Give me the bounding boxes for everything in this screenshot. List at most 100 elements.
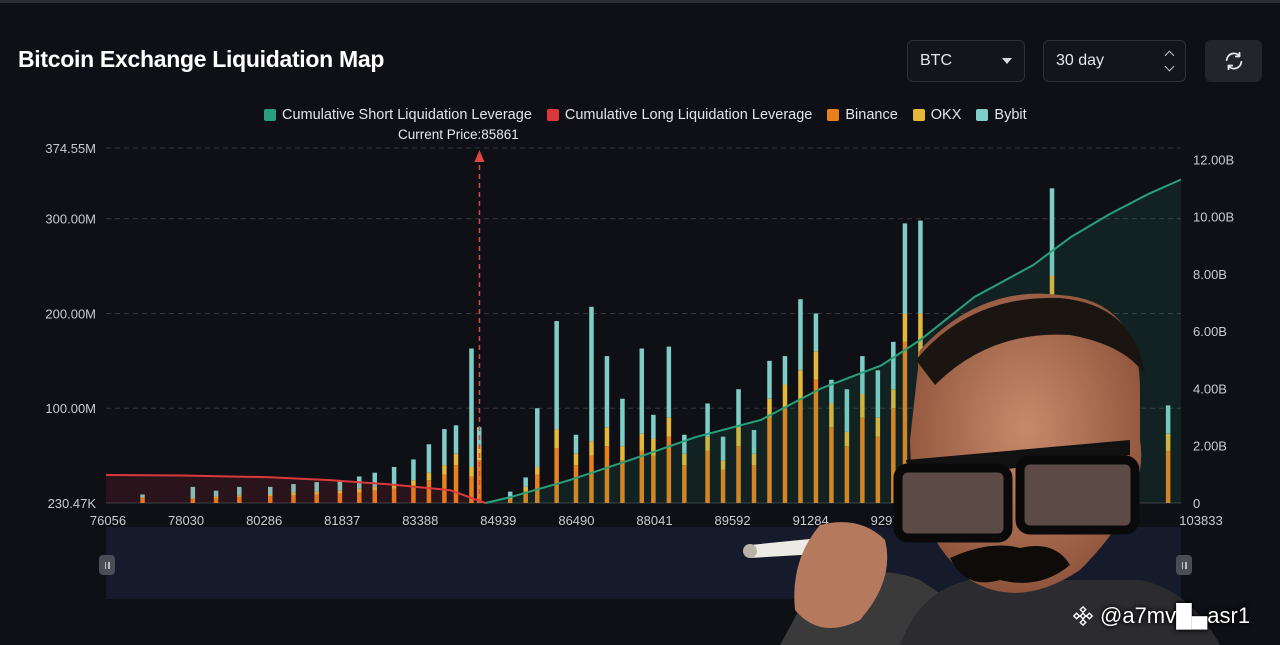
bar-bybit	[918, 220, 923, 314]
bar-okx	[372, 486, 377, 491]
bar-okx	[666, 417, 672, 437]
chart-legend: Cumulative Short Liquidation Leverage Cu…	[264, 107, 1027, 123]
chevron-down-icon	[1002, 58, 1012, 64]
x-tick-label: 78030	[168, 513, 204, 528]
slider-handle-left[interactable]	[99, 555, 115, 575]
bar-binance	[751, 465, 757, 503]
bar-okx	[767, 398, 772, 418]
legend-item-binance[interactable]: Binance	[827, 107, 898, 123]
x-tick-label: 76056	[90, 513, 126, 528]
bar-binance	[891, 408, 896, 503]
bar-okx	[620, 446, 625, 461]
bar-binance	[720, 469, 726, 503]
watermark-text: @a7mv█▄asr1	[1100, 603, 1251, 628]
bar-okx	[860, 394, 865, 418]
bar-bybit	[639, 348, 645, 434]
bar-okx	[736, 427, 741, 447]
bar-okx	[469, 466, 474, 477]
bar-binance	[372, 490, 377, 503]
bar-bybit	[751, 430, 757, 454]
asset-select[interactable]: BTC	[907, 40, 1025, 82]
bar-binance	[523, 491, 528, 503]
bar-binance	[573, 465, 579, 503]
bar-binance	[782, 408, 788, 503]
bar-bybit	[682, 434, 687, 454]
bar-bybit	[604, 356, 610, 428]
legend-swatch	[827, 109, 840, 121]
bar-binance	[237, 497, 242, 503]
x-tick-label: 91284	[793, 513, 829, 528]
page-title: Bitcoin Exchange Liquidation Map	[18, 46, 385, 72]
bar-okx	[829, 403, 834, 428]
legend-swatch	[264, 109, 276, 121]
bar-binance	[469, 476, 474, 503]
legend-swatch	[546, 109, 559, 121]
legend-item-long[interactable]: Cumulative Long Liquidation Leverage	[546, 107, 812, 123]
bar-binance	[813, 379, 819, 503]
bar-okx	[213, 496, 219, 499]
bar-okx	[1165, 433, 1171, 451]
current-price-arrow-icon	[474, 150, 485, 162]
bar-bybit	[1165, 405, 1171, 434]
bar-bybit	[860, 356, 865, 395]
x-tick-label: 83388	[402, 513, 438, 528]
cumulative-long-line	[105, 473, 486, 504]
y-right-tick-label: 2.00B	[1193, 439, 1227, 454]
bar-bybit	[213, 490, 219, 497]
bar-bybit	[372, 472, 377, 487]
bar-bybit	[507, 491, 513, 498]
bar-bybit	[875, 370, 881, 418]
bar-okx	[682, 453, 687, 466]
bar-binance	[860, 417, 865, 503]
bar-binance	[140, 498, 145, 503]
legend-item-short[interactable]: Cumulative Short Liquidation Leverage	[264, 107, 532, 123]
legend-label: Bybit	[994, 107, 1027, 123]
legend-swatch	[976, 109, 989, 121]
binance-diamond-icon	[1072, 605, 1094, 627]
slider-handle-right[interactable]	[1176, 555, 1192, 575]
bar-bybit	[535, 408, 540, 467]
bar-binance	[767, 417, 772, 503]
bar-bybit	[720, 436, 726, 461]
y-right-tick-label: 0	[1193, 496, 1200, 511]
x-tick-label: 103833	[1179, 513, 1222, 528]
bar-okx	[651, 438, 656, 456]
bar-okx	[357, 488, 362, 493]
range-select[interactable]: 30 day	[1043, 40, 1186, 82]
bar-binance	[705, 450, 710, 503]
bar-okx	[453, 453, 459, 466]
bar-binance	[314, 494, 319, 503]
bar-bybit	[666, 346, 672, 418]
bar-okx	[875, 417, 881, 437]
bar-bybit	[314, 482, 319, 492]
y-right-tick-label: 10.00B	[1193, 210, 1234, 225]
bar-okx	[844, 431, 850, 447]
cumulative-long-area	[106, 474, 486, 503]
legend-item-bybit[interactable]: Bybit	[976, 107, 1027, 123]
bar-okx	[442, 465, 447, 475]
refresh-button[interactable]	[1205, 40, 1262, 82]
bar-binance	[391, 488, 397, 503]
cumulative-short-line	[485, 178, 1182, 504]
bar-binance	[682, 465, 687, 503]
bar-bybit	[554, 321, 559, 430]
bar-okx	[782, 384, 788, 409]
bar-bybit	[736, 389, 741, 428]
bar-bybit	[391, 466, 397, 485]
bar-binance	[507, 499, 513, 503]
bar-binance	[639, 450, 645, 503]
bar-bybit	[589, 306, 594, 442]
bar-binance	[357, 492, 362, 503]
legend-item-okx[interactable]: OKX	[912, 107, 961, 123]
bar-okx	[891, 389, 896, 409]
bar-okx	[604, 427, 610, 447]
bar-okx	[720, 460, 726, 470]
bar-bybit	[902, 223, 908, 314]
bar-okx	[751, 453, 757, 466]
bar-okx	[314, 491, 319, 495]
y-left-tick-label: 230.47K	[48, 496, 97, 511]
y-left-tick-label: 300.00M	[45, 212, 96, 227]
bar-binance	[666, 436, 672, 503]
bar-bybit	[237, 486, 242, 496]
bar-binance	[453, 465, 459, 503]
